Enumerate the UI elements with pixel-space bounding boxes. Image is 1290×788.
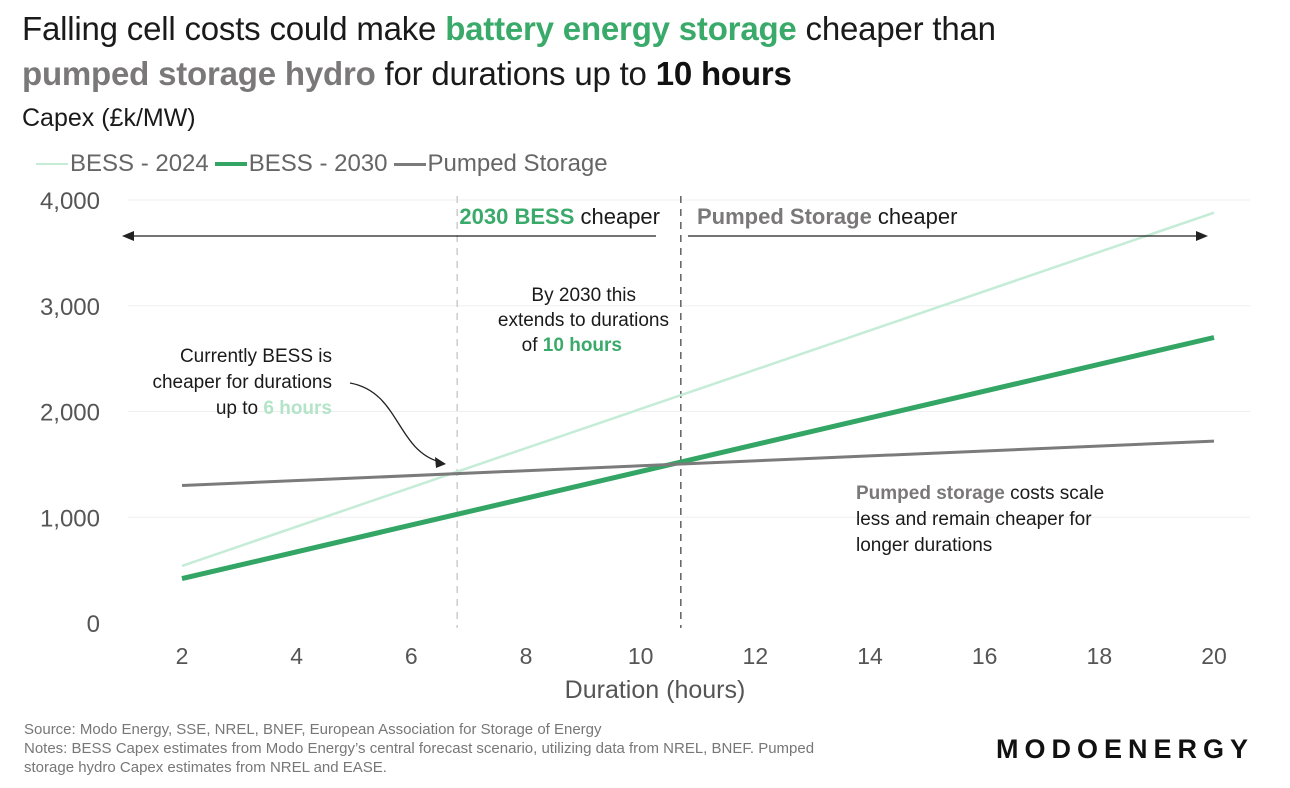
footer-notes-line-2: storage hydro Capex estimates from NREL … xyxy=(24,759,387,776)
legend-swatch-bess-2030 xyxy=(214,162,247,166)
chart-title: Falling cell costs could make battery en… xyxy=(22,6,1262,96)
region-arrow-left-head xyxy=(122,231,134,241)
legend-label-bess-2024: BESS - 2024 xyxy=(70,150,209,177)
title-part-5: for durations up to xyxy=(375,55,656,92)
mid-note-line-1: By 2030 this xyxy=(531,285,636,306)
y-axis-label: Capex (£k/MW) xyxy=(22,104,196,132)
grid-layer xyxy=(128,199,1250,518)
legend: BESS - 2024 BESS - 2030 Pumped Storage xyxy=(36,150,614,178)
left-region-label: 2030 BESS cheaper xyxy=(459,204,660,229)
right-note: Pumped storage costs scale less and rema… xyxy=(856,483,1104,556)
footer-notes: Source: Modo Energy, SSE, NREL, BNEF, Eu… xyxy=(24,720,944,777)
title-part-4: pumped storage hydro xyxy=(22,55,376,92)
left-note-line-3-highlight: 6 hours xyxy=(263,398,332,419)
footer-notes-line-1: Notes: BESS Capex estimates from Modo En… xyxy=(24,740,815,757)
x-tick-label: 18 xyxy=(1087,643,1113,669)
region-arrow-right-head xyxy=(1196,231,1208,241)
y-tick-label: 4,000 xyxy=(40,188,100,215)
left-note-line-2: cheaper for durations xyxy=(152,372,332,393)
vertical-divider-lines xyxy=(456,196,682,628)
x-axis-label: Duration (hours) xyxy=(565,676,746,704)
x-tick-label: 14 xyxy=(857,643,883,669)
left-region-label-highlight: 2030 BESS xyxy=(459,204,574,229)
y-tick-label: 1,000 xyxy=(40,505,100,532)
mid-note: By 2030 this extends to durations of 10 … xyxy=(498,285,669,356)
y-tick-label: 0 xyxy=(87,611,100,638)
series-lines xyxy=(181,211,1215,582)
right-region-label: Pumped Storage cheaper xyxy=(697,204,957,229)
legend-item-bess-2024: BESS - 2024 xyxy=(36,150,209,178)
x-tick-label: 12 xyxy=(743,643,769,669)
mid-note-line-2: extends to durations xyxy=(498,310,669,331)
y-tick-label: 2,000 xyxy=(40,400,100,427)
series-line-bess-2030 xyxy=(181,335,1215,582)
x-tick-label: 4 xyxy=(290,643,303,669)
region-arrow xyxy=(122,231,1208,241)
left-region-label-rest: cheaper xyxy=(574,204,660,229)
legend-item-bess-2030: BESS - 2030 xyxy=(214,150,388,178)
title-part-2: battery energy storage xyxy=(445,10,797,47)
modo-energy-logo: MODOENERGY xyxy=(996,734,1255,764)
mid-note-line-3-highlight: 10 hours xyxy=(543,335,622,356)
series-line-bess-2024 xyxy=(181,211,1215,568)
legend-item-pumped-storage: Pumped Storage xyxy=(393,150,608,178)
left-note-line-3-prefix: up to xyxy=(216,398,264,419)
right-region-label-rest: cheaper xyxy=(872,204,958,229)
x-tick-label: 6 xyxy=(405,643,418,669)
x-tick-label: 16 xyxy=(972,643,998,669)
title-part-3: cheaper than xyxy=(796,10,996,47)
x-tick-labels: 2 4 6 8 10 12 14 16 18 20 xyxy=(176,643,1227,669)
x-tick-label: 2 xyxy=(176,643,189,669)
left-note: Currently BESS is cheaper for durations … xyxy=(152,346,332,419)
left-note-line-3: up to 6 hours xyxy=(216,398,332,419)
legend-swatch-bess-2024 xyxy=(36,163,68,165)
y-tick-labels: 0 1,000 2,000 3,000 4,000 xyxy=(40,188,100,638)
left-note-pointer-head xyxy=(435,457,446,468)
right-note-line-1-highlight: Pumped storage xyxy=(856,483,1005,504)
x-tick-label: 8 xyxy=(520,643,533,669)
left-note-pointer xyxy=(349,382,441,463)
y-tick-label: 3,000 xyxy=(40,294,100,321)
right-note-line-1: Pumped storage costs scale xyxy=(856,483,1104,504)
x-tick-label: 20 xyxy=(1201,643,1227,669)
mid-note-line-3-prefix: of xyxy=(522,335,543,356)
right-note-line-3: longer durations xyxy=(856,535,992,556)
legend-swatch-pumped-storage xyxy=(393,162,426,166)
title-part-6: 10 hours xyxy=(655,55,792,92)
right-note-line-1-rest: costs scale xyxy=(1005,483,1104,504)
right-region-label-highlight: Pumped Storage xyxy=(697,204,872,229)
legend-label-bess-2030: BESS - 2030 xyxy=(248,150,388,177)
title-part-1: Falling cell costs could make xyxy=(22,10,446,47)
x-tick-label: 10 xyxy=(628,643,654,669)
footer-source: Source: Modo Energy, SSE, NREL, BNEF, Eu… xyxy=(24,721,602,738)
mid-note-line-3: of 10 hours xyxy=(522,335,622,356)
series-line-pumped-storage xyxy=(181,439,1215,487)
left-note-line-1: Currently BESS is xyxy=(180,346,332,367)
legend-label-pumped-storage: Pumped Storage xyxy=(427,150,608,177)
right-note-line-2: less and remain cheaper for xyxy=(856,509,1092,530)
